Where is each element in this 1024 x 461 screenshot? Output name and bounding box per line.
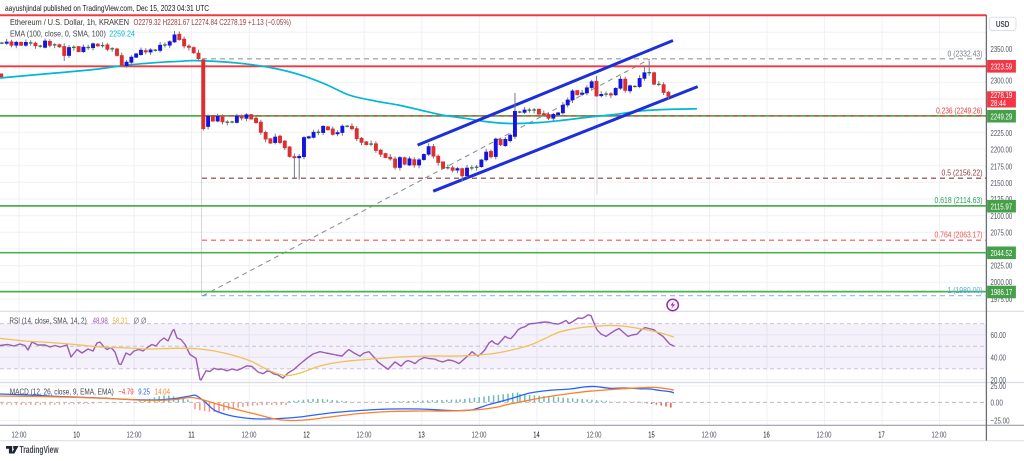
svg-text:16: 16: [763, 429, 770, 439]
svg-text:2323.59: 2323.59: [991, 62, 1013, 72]
svg-text:TradingView: TradingView: [20, 445, 59, 456]
svg-text:13: 13: [418, 429, 425, 439]
svg-text:2125.00: 2125.00: [991, 194, 1013, 204]
svg-text:0.618 (2114.63): 0.618 (2114.63): [935, 195, 983, 205]
svg-text:aayushjindal published on Trad: aayushjindal published on TradingView.co…: [5, 3, 209, 13]
svg-text:2075.00: 2075.00: [991, 228, 1013, 238]
svg-text:RSI (14, close, SMA, 14, 2): RSI (14, close, SMA, 14, 2): [9, 316, 86, 326]
svg-text:2100.00: 2100.00: [991, 211, 1013, 221]
svg-text:25.00: 25.00: [991, 381, 1007, 391]
svg-text:28:44: 28:44: [991, 98, 1007, 108]
svg-text:2150.00: 2150.00: [991, 178, 1013, 188]
svg-text:60.00: 60.00: [991, 330, 1007, 340]
svg-text:48.98: 48.98: [93, 316, 108, 326]
svg-text:−4.79: −4.79: [118, 387, 133, 397]
svg-text:12:00: 12:00: [127, 429, 142, 439]
svg-text:0.00: 0.00: [991, 398, 1004, 408]
svg-text:1986.17: 1986.17: [991, 287, 1013, 297]
svg-text:USD: USD: [996, 20, 1010, 29]
svg-text:12:00: 12:00: [357, 429, 372, 439]
svg-text:58.31: 58.31: [113, 316, 128, 326]
svg-text:2300.00: 2300.00: [991, 76, 1013, 86]
svg-text:12:00: 12:00: [587, 429, 602, 439]
svg-text:12:00: 12:00: [817, 429, 832, 439]
svg-text:2200.00: 2200.00: [991, 145, 1013, 155]
svg-text:12:00: 12:00: [932, 429, 947, 439]
svg-text:1975.00: 1975.00: [991, 294, 1013, 304]
svg-text:Ø Ø: Ø Ø: [134, 316, 147, 326]
svg-text:2249.29: 2249.29: [991, 111, 1013, 121]
svg-text:2000.00: 2000.00: [991, 277, 1013, 287]
svg-text:15: 15: [648, 429, 655, 439]
svg-text:9.25: 9.25: [138, 387, 150, 397]
svg-text:0.5 (2156.22): 0.5 (2156.22): [942, 168, 983, 178]
svg-text:2115.97: 2115.97: [991, 201, 1013, 211]
svg-text:12:00: 12:00: [472, 429, 487, 439]
svg-text:O2279.32 H2281.67 L2274.84 C22: O2279.32 H2281.67 L2274.84 C2278.19 +1.1…: [134, 17, 292, 27]
svg-text:0.236 (2249.26): 0.236 (2249.26): [936, 105, 983, 115]
svg-text:0.764 (2063.17): 0.764 (2063.17): [935, 230, 983, 240]
svg-text:10: 10: [73, 429, 80, 439]
svg-text:40.00: 40.00: [991, 353, 1007, 363]
svg-text:Ethereum / U.S. Dollar, 1h, KR: Ethereum / U.S. Dollar, 1h, KRAKEN: [10, 17, 129, 27]
svg-text:12:00: 12:00: [12, 429, 27, 439]
svg-text:12: 12: [303, 429, 310, 439]
svg-text:EMA (100, close, 0, SMA, 100): EMA (100, close, 0, SMA, 100): [10, 29, 106, 39]
svg-text:2259.24: 2259.24: [109, 29, 135, 39]
svg-text:−25.00: −25.00: [991, 416, 1010, 426]
svg-text:11: 11: [188, 429, 195, 439]
svg-text:12:00: 12:00: [242, 429, 257, 439]
svg-text:2225.00: 2225.00: [991, 128, 1013, 138]
svg-text:14.04: 14.04: [155, 387, 170, 397]
svg-text:2044.52: 2044.52: [991, 248, 1013, 258]
svg-text:2025.00: 2025.00: [991, 261, 1013, 271]
svg-text:MACD (12, 26, close, 9, EMA, E: MACD (12, 26, close, 9, EMA, EMA): [10, 387, 114, 397]
svg-text:0 (2332.43): 0 (2332.43): [948, 48, 983, 58]
svg-text:17: 17: [878, 429, 885, 439]
svg-text:12:00: 12:00: [702, 429, 717, 439]
svg-text:2175.00: 2175.00: [991, 162, 1013, 172]
svg-text:2350.00: 2350.00: [991, 44, 1013, 54]
svg-text:14: 14: [533, 429, 540, 439]
svg-text:1 (1980.00): 1 (1980.00): [948, 285, 983, 295]
svg-text:20.00: 20.00: [991, 375, 1007, 385]
svg-text:2278.19: 2278.19: [991, 90, 1013, 100]
